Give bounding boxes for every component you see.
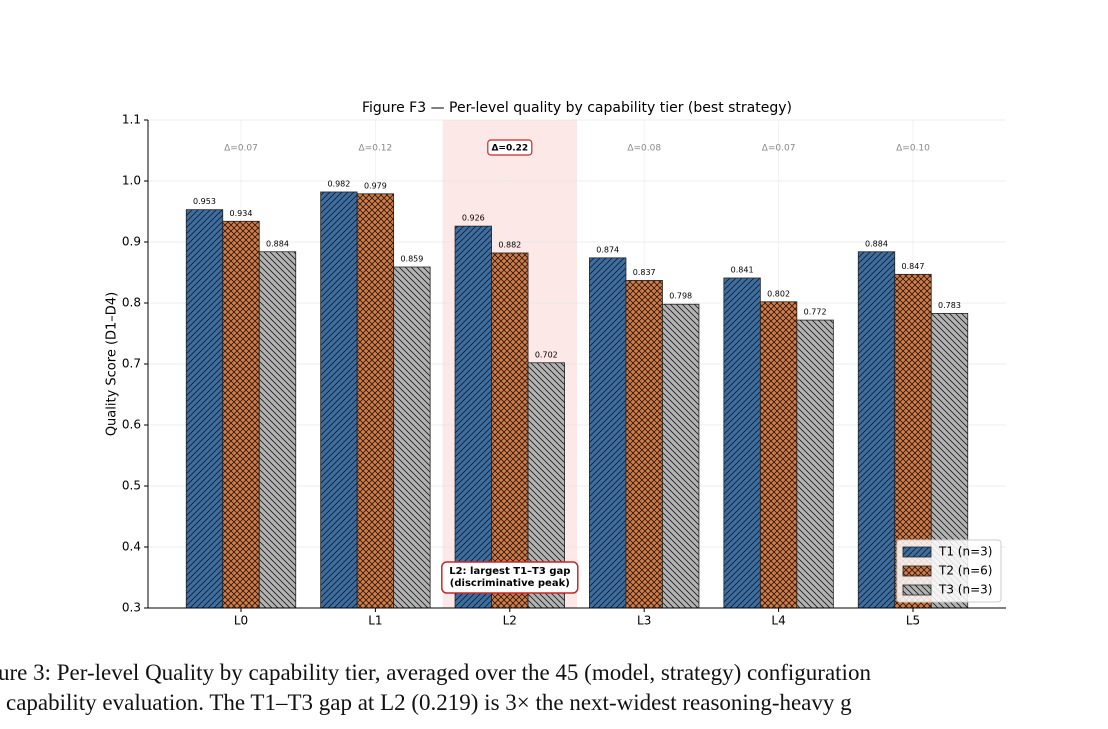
bar bbox=[222, 220, 260, 609]
legend-swatch bbox=[902, 584, 932, 596]
bar bbox=[662, 303, 700, 609]
chart-title: Figure F3 — Per-level quality by capabil… bbox=[362, 100, 792, 116]
value-label: 0.702 bbox=[535, 350, 558, 359]
y-tick-label: 0.9 bbox=[122, 235, 141, 249]
bar bbox=[759, 301, 798, 609]
y-tick-label: 1.1 bbox=[122, 113, 141, 127]
annotation-box bbox=[441, 561, 579, 594]
value-label: 0.859 bbox=[400, 255, 423, 264]
bar bbox=[491, 252, 529, 609]
x-tick-label: L1 bbox=[368, 614, 382, 628]
bar bbox=[589, 257, 627, 609]
delta-label: Δ=0.12 bbox=[359, 144, 393, 154]
value-label: 0.934 bbox=[230, 209, 253, 218]
legend-label: T1 (n=3) bbox=[938, 545, 992, 559]
annotation-text: L2: largest T1–T3 gap bbox=[449, 566, 570, 577]
value-label: 0.882 bbox=[498, 240, 521, 249]
value-label: 0.979 bbox=[364, 181, 387, 190]
x-tick-label: L5 bbox=[906, 614, 920, 628]
legend-label: T2 (n=6) bbox=[938, 564, 992, 578]
bar bbox=[393, 266, 431, 609]
value-label: 0.837 bbox=[633, 268, 656, 277]
x-tick-label: L0 bbox=[234, 614, 248, 628]
annotation-text: (discriminative peak) bbox=[450, 578, 570, 589]
value-label: 0.874 bbox=[596, 245, 619, 254]
delta-label: Δ=0.07 bbox=[762, 144, 796, 154]
value-label: 0.982 bbox=[327, 179, 350, 188]
value-label: 0.783 bbox=[938, 301, 961, 310]
bar bbox=[857, 251, 896, 609]
legend-label: T3 (n=3) bbox=[938, 583, 992, 597]
y-tick-label: 0.7 bbox=[122, 357, 141, 371]
bar bbox=[258, 251, 297, 609]
delta-label: Δ=0.07 bbox=[224, 144, 258, 154]
y-tick-label: 0.5 bbox=[122, 479, 141, 493]
delta-label: Δ=0.08 bbox=[627, 144, 661, 154]
value-label: 0.772 bbox=[804, 308, 827, 317]
x-tick-label: L4 bbox=[771, 614, 785, 628]
x-tick-label: L3 bbox=[637, 614, 651, 628]
bar bbox=[625, 280, 663, 609]
value-label: 0.802 bbox=[767, 289, 790, 298]
value-label: 0.884 bbox=[266, 239, 289, 248]
legend-swatch bbox=[902, 565, 932, 577]
delta-label: Δ=0.22 bbox=[491, 144, 528, 154]
bar bbox=[454, 225, 492, 609]
y-tick-label: 0.6 bbox=[122, 418, 141, 432]
bar bbox=[185, 209, 224, 609]
bar bbox=[320, 191, 358, 609]
value-label: 0.926 bbox=[462, 214, 485, 223]
bar bbox=[796, 319, 834, 609]
y-tick-label: 0.4 bbox=[122, 540, 141, 554]
y-axis-label: Quality Score (D1–D4) bbox=[105, 292, 120, 436]
x-tick-label: L2 bbox=[503, 614, 517, 628]
bar bbox=[723, 277, 761, 609]
value-label: 0.953 bbox=[193, 197, 216, 206]
legend-swatch bbox=[902, 546, 932, 558]
value-label: 0.798 bbox=[669, 292, 692, 301]
value-label: 0.847 bbox=[902, 262, 925, 271]
value-label: 0.841 bbox=[731, 265, 754, 274]
caption-line: ure 3: Per-level Quality by capability t… bbox=[0, 660, 871, 685]
y-tick-label: 0.8 bbox=[122, 296, 141, 310]
y-tick-label: 1.0 bbox=[122, 174, 141, 188]
bar bbox=[356, 193, 395, 609]
delta-box bbox=[487, 139, 533, 156]
value-label: 0.884 bbox=[865, 239, 888, 248]
y-tick-label: 0.3 bbox=[122, 601, 141, 615]
delta-label: Δ=0.10 bbox=[896, 144, 930, 154]
caption-line: capability evaluation. The T1–T3 gap at … bbox=[6, 690, 852, 715]
